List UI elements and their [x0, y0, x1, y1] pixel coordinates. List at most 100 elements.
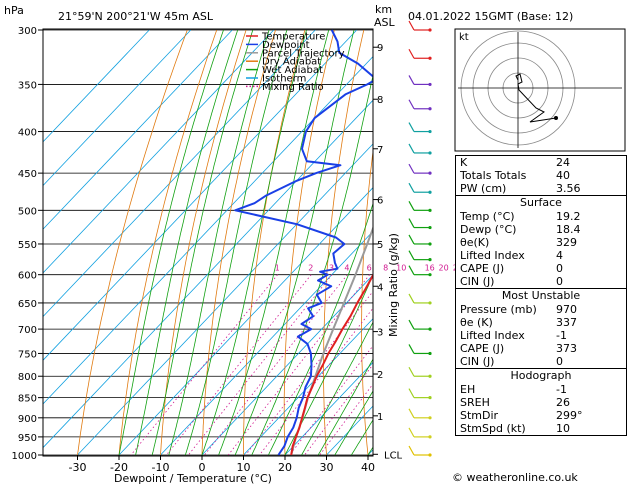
profile-lines: [234, 29, 373, 456]
temperature-tick-label: -30: [69, 461, 87, 474]
height-tick-label: 5: [377, 240, 383, 251]
stat-value: 40: [556, 169, 570, 182]
stat-row: SREH 26: [456, 396, 626, 409]
stat-label: CAPE (J): [460, 342, 505, 355]
stat-row: CAPE (J) 373: [456, 342, 626, 355]
stat-label: Dewp (°C): [460, 223, 517, 236]
wind-barb-dot: [428, 151, 432, 155]
wind-barb-dot: [428, 28, 432, 32]
pressure-tick-label: 400: [18, 128, 37, 139]
mixing-ratio-axis-label: Mixing Ratio (g/kg): [387, 233, 400, 337]
mixing-ratio-label: 3: [329, 264, 334, 273]
wet-adiabat-line: [284, 274, 373, 456]
dry-adiabat-line: [77, 29, 188, 456]
stat-value: 337: [556, 316, 577, 329]
wet-adiabat-line: [301, 321, 373, 456]
hodograph-end-dot: [554, 116, 558, 120]
legend-label: Mixing Ratio: [262, 82, 324, 93]
temperature-tick-label: -20: [110, 461, 128, 474]
stat-label: StmDir: [460, 409, 499, 422]
stat-label: StmSpd (kt): [460, 422, 526, 435]
isotherm-line: [43, 29, 316, 318]
dry-adiabat-line: [201, 29, 276, 456]
stat-label: CAPE (J): [460, 262, 505, 275]
plot-frame: [42, 28, 374, 457]
stat-value: 970: [556, 303, 577, 316]
stat-row: Lifted Index -1: [456, 329, 626, 342]
wind-barb-dot: [428, 435, 432, 439]
stat-value: 10: [556, 422, 570, 435]
height-tick-label: 4: [377, 282, 383, 293]
wind-barb-dot: [428, 225, 432, 230]
stat-label: K: [460, 156, 468, 169]
mixing-ratio-line: [245, 290, 373, 456]
surface-title: Surface: [520, 196, 562, 209]
hodograph-section: EH -1 SREH 26 StmDir 299° StmSpd (kt) 10: [456, 383, 626, 435]
most-unstable-section: Pressure (mb) 970 θe (K) 337 Lifted Index -1 C…: [456, 303, 626, 368]
wet-adiabat-line: [218, 29, 330, 456]
wet-adiabat-line: [168, 29, 270, 456]
height-tick-label: 8: [377, 95, 383, 106]
stat-row: CAPE (J) 0: [456, 262, 626, 275]
legend-label: Dewpoint: [262, 40, 310, 51]
stat-label: θe(K): [460, 236, 490, 249]
legend-label: Parcel Trajectory: [262, 48, 345, 59]
wind-barb-flag: [408, 234, 415, 245]
wind-barb-dot: [428, 258, 432, 262]
wet-adiabat-line: [334, 390, 373, 456]
wind-barb-flag: [408, 182, 415, 193]
pressure-tick-label: 1000: [12, 451, 37, 462]
wind-barb-dot: [428, 242, 432, 246]
temperature-tick-label: -10: [152, 461, 170, 474]
wind-barb-dot: [428, 416, 432, 420]
wet-adiabat-line: [317, 358, 373, 456]
wind-barb-dot: [428, 374, 432, 378]
temperature-tick-label: 40: [361, 461, 375, 474]
stat-value: 0: [556, 355, 563, 368]
datetime-title: 04.01.2022 15GMT (Base: 12): [408, 10, 573, 23]
km-label: km: [375, 3, 392, 16]
temperature-line: [290, 273, 373, 456]
wind-barb-flag: [408, 408, 415, 419]
stat-label: Lifted Index: [460, 249, 525, 262]
wind-barb-dot: [428, 107, 432, 111]
surface-section: Temp (°C) 19.2 Dewp (°C) 18.4 θe(K) 329 Lifted…: [456, 210, 626, 288]
dry-adiabat-line: [361, 148, 373, 456]
stat-label: Lifted Index: [460, 329, 525, 342]
dry-adiabat-line: [118, 29, 218, 456]
wind-barbs: [408, 20, 432, 457]
stat-value: 0: [556, 275, 563, 288]
stat-label: PW (cm): [460, 182, 507, 195]
isotherm-line: [43, 29, 150, 143]
stat-label: θe (K): [460, 316, 493, 329]
stat-row: StmDir 299°: [456, 409, 626, 422]
wind-barb-dot: [428, 171, 432, 175]
stat-label: Pressure (mb): [460, 303, 537, 316]
pressure-tick-label: 700: [18, 325, 37, 336]
hodograph-unit-label: kt: [459, 32, 469, 43]
pressure-tick-label: 450: [18, 169, 37, 180]
copyright-footer[interactable]: © weatheronline.co.uk: [452, 471, 578, 484]
mixing-ratio-line: [227, 274, 371, 456]
stat-value: 3.56: [556, 182, 581, 195]
temperature-tick-label: 10: [237, 461, 251, 474]
axes: 1234681016202530035040045050055060065070…: [12, 26, 463, 474]
wind-barb-dot: [428, 208, 432, 212]
dry-adiabat-line: [160, 29, 247, 456]
wet-adiabat-line: [201, 29, 307, 456]
height-tick-label: LCL: [384, 450, 403, 461]
isotherm-line: [43, 55, 373, 405]
pressure-tick-label: 500: [18, 206, 37, 217]
wind-barb-flag: [408, 163, 415, 174]
stat-value: 24: [556, 156, 570, 169]
pressure-tick-label: 650: [18, 299, 37, 310]
wet-adiabat-line: [185, 29, 288, 456]
wet-adiabat-line: [268, 202, 373, 456]
wind-barb-flag: [408, 201, 415, 211]
dewpoint-line: [234, 29, 373, 456]
stat-row: Totals Totals 40: [456, 169, 626, 182]
stat-row: CIN (J) 0: [456, 355, 626, 368]
mixing-ratio-line: [166, 274, 312, 456]
